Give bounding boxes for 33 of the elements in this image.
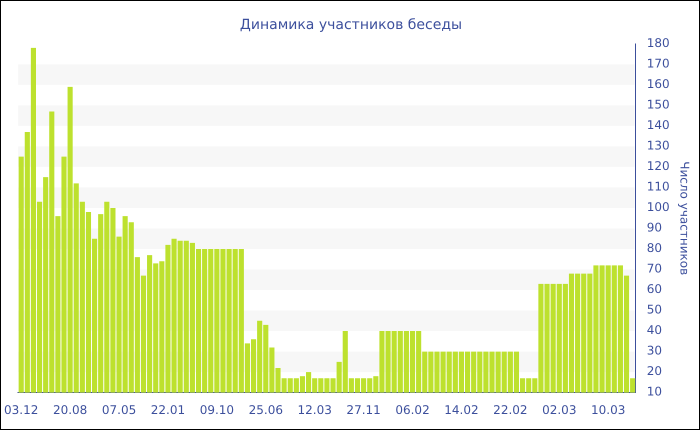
x-tick-label: 06.02: [395, 402, 430, 417]
y-axis-title: Число участников: [678, 161, 692, 276]
y-tick-label: 120: [646, 159, 670, 174]
y-tick-label: 150: [646, 97, 670, 112]
x-tick-label: 20.08: [52, 402, 88, 417]
y-tick-label: 140: [646, 118, 670, 132]
x-tick-label: 25.06: [248, 402, 283, 417]
y-tick-label: 160: [646, 76, 670, 91]
x-tick-label: 22.02: [493, 402, 528, 417]
y-tick-label: 40: [646, 323, 662, 338]
y-tick-label: 170: [646, 56, 670, 70]
y-tick-label: 50: [646, 302, 662, 317]
y-tick-label: 180: [646, 36, 670, 50]
x-tick-label: 27.11: [346, 402, 381, 417]
y-tick-label: 80: [646, 241, 662, 256]
x-tick-label: 07.05: [102, 402, 136, 417]
y-tick-label: 90: [646, 220, 662, 235]
y-tick-label: 30: [646, 344, 662, 358]
x-tick-label: 12.03: [298, 402, 332, 417]
x-tick-label: 14.02: [444, 402, 479, 417]
x-tick-label: 22.01: [150, 402, 186, 417]
y-tick-label: 20: [646, 364, 662, 378]
y-tick-label: 60: [646, 282, 662, 296]
x-tick-label: 09.10: [200, 402, 234, 417]
y-tick-label: 70: [646, 262, 662, 276]
y-tick-label: 10: [646, 384, 662, 399]
y-tick-label: 100: [646, 200, 670, 214]
x-tick-label: 03.12: [4, 402, 38, 417]
y-tick-label: 110: [646, 180, 670, 194]
chart-title: Динамика участников беседы: [240, 17, 462, 34]
y-tick-label: 130: [646, 138, 670, 153]
x-tick-label: 02.03: [542, 402, 576, 417]
x-tick-label: 10.03: [591, 402, 626, 417]
